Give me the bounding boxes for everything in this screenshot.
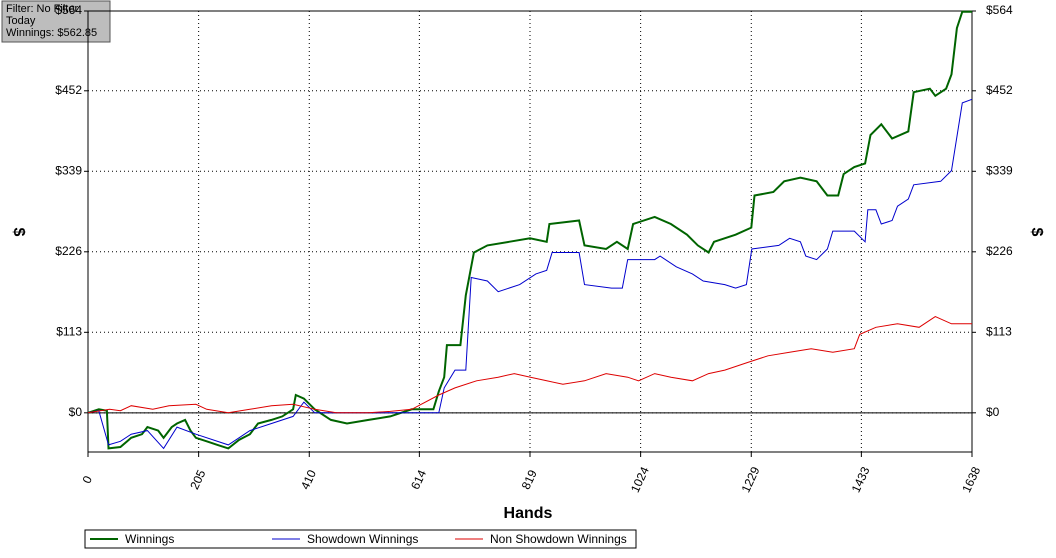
legend-label: Non Showdown Winnings bbox=[490, 532, 627, 546]
x-tick-label: 1024 bbox=[628, 464, 652, 494]
filter-box bbox=[1, 0, 111, 43]
y-tick-label: $564 bbox=[986, 3, 1013, 17]
x-tick-label: 819 bbox=[519, 467, 540, 491]
y-tick-label: $226 bbox=[55, 244, 82, 258]
x-tick-label: 1638 bbox=[959, 464, 983, 494]
y-tick-label: $452 bbox=[55, 83, 82, 97]
legend-label: Showdown Winnings bbox=[307, 532, 418, 546]
x-tick-label: 614 bbox=[408, 467, 429, 491]
series-line bbox=[87, 98, 973, 450]
annotation: Winnings: $562.85 bbox=[6, 27, 97, 39]
series-line bbox=[87, 10, 972, 450]
y-axis-label: $ bbox=[1028, 228, 1045, 237]
annotation: Today bbox=[6, 15, 36, 27]
y-tick-label: $339 bbox=[55, 163, 82, 177]
x-tick-label: 205 bbox=[187, 467, 208, 491]
x-tick-label: 410 bbox=[298, 467, 319, 491]
x-tick-label: 1433 bbox=[849, 464, 873, 494]
y-tick-label: $339 bbox=[986, 163, 1013, 177]
y-tick-label: $113 bbox=[986, 324, 1012, 338]
legend-box bbox=[84, 529, 637, 549]
y-tick-label: $0 bbox=[986, 405, 1000, 419]
y-tick-label: $226 bbox=[986, 244, 1013, 258]
y-axis-label: $ bbox=[10, 228, 27, 237]
legend-label: Winnings bbox=[125, 532, 174, 546]
annotation: Filter: No Filter bbox=[6, 3, 78, 15]
series-line bbox=[87, 316, 972, 414]
y-tick-label: $113 bbox=[56, 324, 82, 338]
plot-frame bbox=[87, 10, 973, 453]
x-tick-label: 1229 bbox=[739, 464, 763, 494]
y-tick-label: $452 bbox=[986, 83, 1013, 97]
y-tick-label: $0 bbox=[69, 405, 83, 419]
x-axis-label: Hands bbox=[504, 505, 553, 522]
y-tick-label: $564 bbox=[55, 3, 82, 17]
x-tick-label: 0 bbox=[79, 473, 95, 485]
